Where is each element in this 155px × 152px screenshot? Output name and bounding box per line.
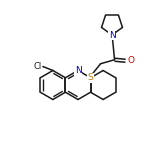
Text: N: N bbox=[75, 66, 81, 75]
Text: O: O bbox=[128, 56, 135, 65]
Text: S: S bbox=[88, 73, 93, 82]
Text: Cl: Cl bbox=[34, 62, 42, 71]
Text: N: N bbox=[109, 31, 115, 40]
